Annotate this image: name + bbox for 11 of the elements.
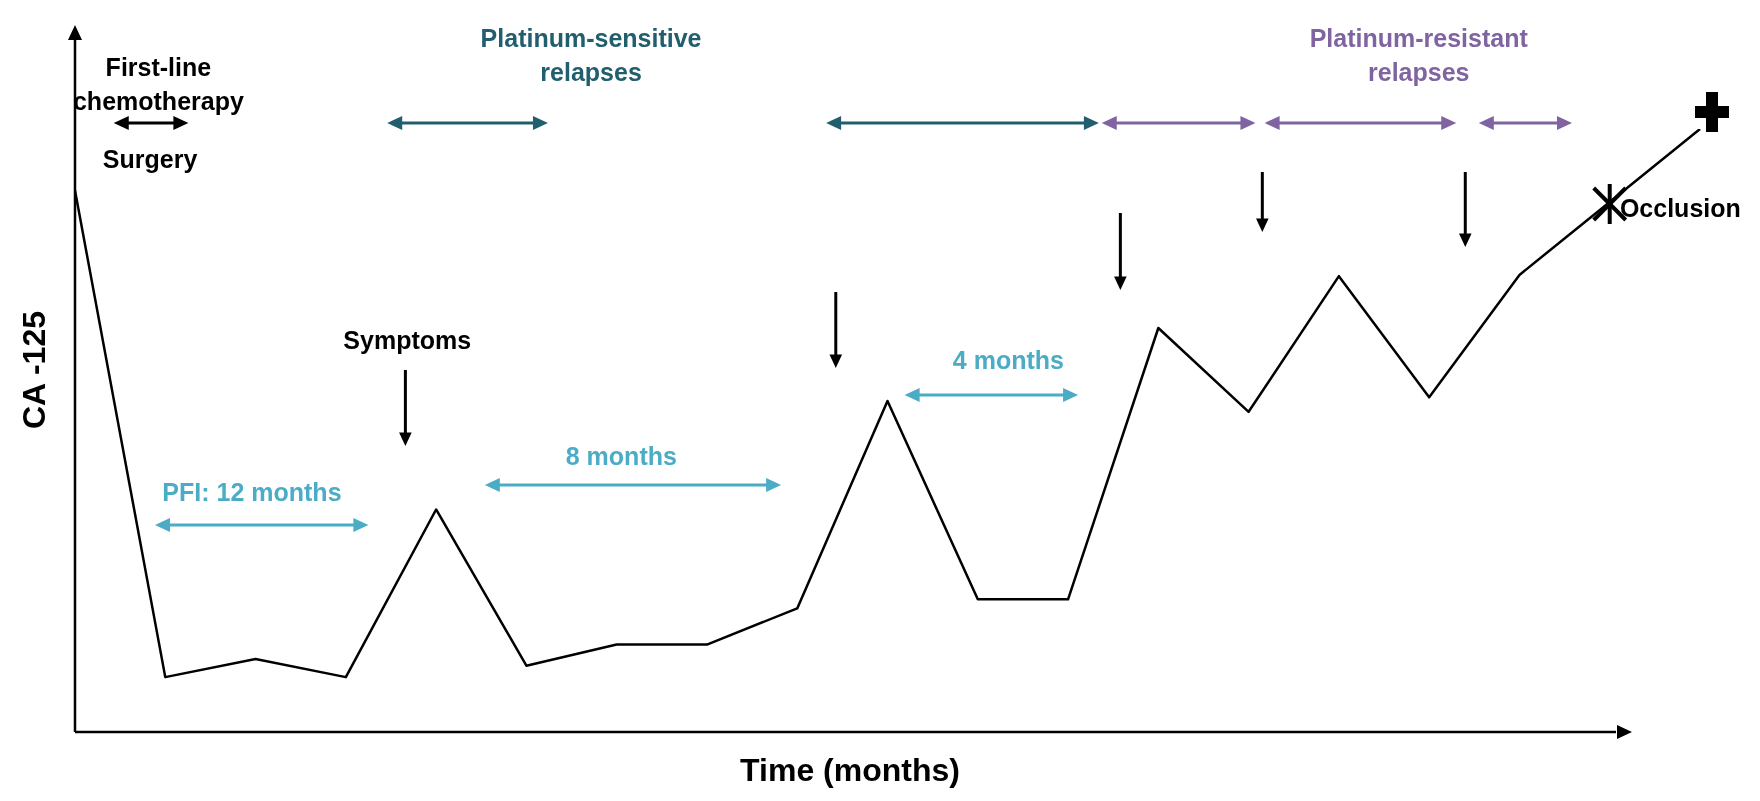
annotation: Occlusion (1619, 193, 1741, 224)
annotation: 4 months (952, 345, 1064, 376)
annotation: Symptoms (343, 325, 472, 356)
annotation: PFI: 12 months (162, 477, 342, 508)
text: Platinum-sensitive relapses (479, 23, 703, 88)
y-axis-title: CA -125 (15, 311, 53, 429)
text: First-line chemotherapy (71, 52, 245, 117)
x-axis-title: Time (months) (740, 751, 960, 789)
text: Platinum-resistant relapses (1308, 23, 1529, 88)
annotation: Surgery (102, 144, 198, 175)
annotation: 8 months (565, 441, 677, 472)
